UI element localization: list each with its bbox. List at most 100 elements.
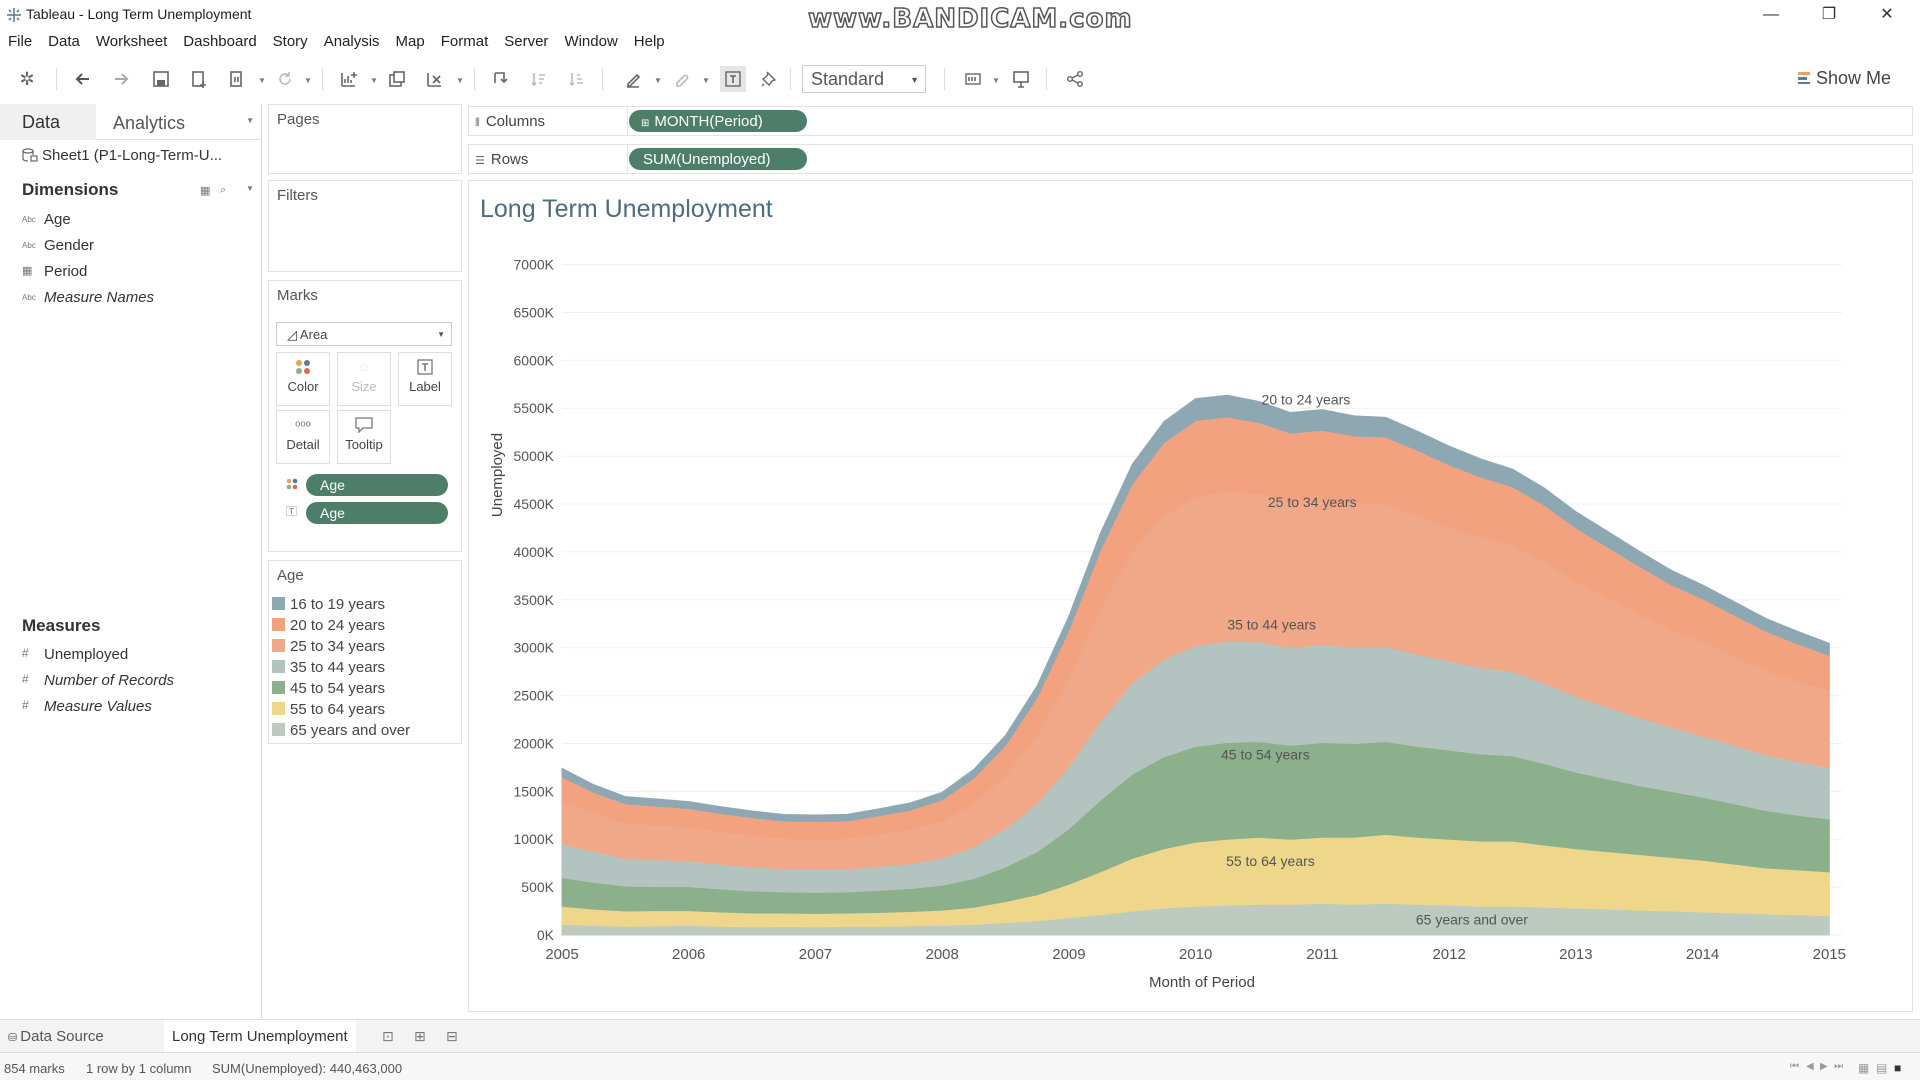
presentation-mode-icon[interactable] bbox=[1008, 66, 1034, 92]
chevron-down-icon[interactable]: ▼ bbox=[258, 76, 266, 85]
swap-rows-columns-icon[interactable] bbox=[488, 66, 514, 92]
label-age-pill[interactable]: Age bbox=[306, 502, 448, 524]
field-number-of-records[interactable]: # Number of Records bbox=[22, 672, 175, 689]
restore-button[interactable]: ❐ bbox=[1821, 6, 1837, 23]
pin-axes-icon[interactable] bbox=[756, 66, 782, 92]
chevron-down-icon[interactable]: ▼ bbox=[654, 76, 662, 85]
pause-updates-icon[interactable] bbox=[224, 66, 250, 92]
mark-type-dropdown[interactable]: ◿ Area ▼ bbox=[276, 322, 452, 346]
menu-format[interactable]: Format bbox=[440, 33, 489, 50]
x-axis-title: Month of Period bbox=[1149, 974, 1255, 991]
chevron-down-icon[interactable]: ▼ bbox=[370, 76, 378, 85]
fit-dropdown[interactable]: Standard ▼ bbox=[802, 65, 926, 93]
menu-story[interactable]: Story bbox=[272, 33, 308, 50]
month-period-pill[interactable]: ⊞ MONTH(Period) bbox=[629, 110, 807, 132]
legend-item[interactable]: 55 to 64 years bbox=[272, 701, 385, 718]
next-page-icon[interactable]: ▶ bbox=[1820, 1061, 1828, 1072]
menu-dashboard[interactable]: Dashboard bbox=[183, 33, 257, 50]
sheet-sorter-icon[interactable]: ▦ bbox=[1858, 1061, 1870, 1075]
legend-item[interactable]: 25 to 34 years bbox=[272, 638, 385, 655]
show-cards-icon[interactable] bbox=[960, 66, 986, 92]
field-period[interactable]: ▦ Period bbox=[22, 263, 88, 280]
search-icon[interactable]: ⌕ bbox=[220, 184, 227, 196]
field-measure-values[interactable]: # Measure Values bbox=[22, 698, 152, 715]
color-button[interactable]: Color bbox=[276, 352, 330, 406]
menu-help[interactable]: Help bbox=[633, 33, 665, 50]
size-icon: ◌ bbox=[359, 359, 369, 375]
clear-sheet-icon[interactable] bbox=[422, 66, 448, 92]
expand-icon[interactable]: ⊞ bbox=[641, 118, 650, 129]
undo-icon[interactable] bbox=[70, 66, 96, 92]
legend-swatch bbox=[272, 723, 285, 736]
tabs-view-icon[interactable]: ■ bbox=[1894, 1061, 1902, 1075]
new-dashboard-tab-icon[interactable]: ⊞ bbox=[414, 1028, 426, 1044]
worksheet-tab[interactable]: Long Term Unemployment bbox=[164, 1020, 356, 1053]
sum-unemployed-pill[interactable]: SUM(Unemployed) bbox=[629, 148, 807, 170]
chevron-down-icon[interactable]: ▼ bbox=[246, 184, 254, 193]
show-me-button[interactable]: Show Me bbox=[1797, 68, 1891, 89]
new-worksheet-tab-icon[interactable]: ⊡ bbox=[382, 1028, 394, 1044]
legend-item[interactable]: 35 to 44 years bbox=[272, 659, 385, 676]
redo-icon[interactable] bbox=[108, 66, 134, 92]
legend-item[interactable]: 45 to 54 years bbox=[272, 680, 385, 697]
label-button[interactable]: Label bbox=[398, 352, 452, 406]
data-source-label: Sheet1 (P1-Long-Term-U... bbox=[42, 147, 223, 164]
menu-data[interactable]: Data bbox=[48, 33, 80, 50]
legend-item[interactable]: 16 to 19 years bbox=[272, 596, 385, 613]
share-icon[interactable] bbox=[1062, 66, 1088, 92]
field-measure-names[interactable]: Abc Measure Names bbox=[22, 289, 155, 306]
data-source-tab[interactable]: ⛁ Data Source bbox=[8, 1028, 104, 1045]
color-age-pill[interactable]: Age bbox=[306, 474, 448, 496]
field-unemployed[interactable]: # Unemployed bbox=[22, 646, 129, 663]
show-mark-labels-icon[interactable] bbox=[720, 66, 746, 92]
previous-page-icon[interactable]: ◀ bbox=[1806, 1061, 1814, 1072]
data-source-item[interactable]: Sheet1 (P1-Long-Term-U... bbox=[22, 147, 222, 164]
first-page-icon[interactable]: ⏮ bbox=[1790, 1061, 1799, 1072]
legend-item[interactable]: 65 years and over bbox=[272, 722, 410, 739]
field-age[interactable]: Abc Age bbox=[22, 211, 71, 228]
area-chart[interactable]: 0K 500K 1000K 1500K 2000K 2500K 3000K 3500K 4000… bbox=[468, 240, 1908, 1010]
filmstrip-icon[interactable]: ▤ bbox=[1876, 1061, 1888, 1075]
new-worksheet-icon[interactable] bbox=[336, 66, 362, 92]
worksheet-title[interactable]: Long Term Unemployment bbox=[480, 195, 773, 223]
view-options-icon[interactable]: ▦ bbox=[200, 185, 211, 197]
x-tick-label: 2006 bbox=[672, 946, 705, 963]
refresh-icon[interactable] bbox=[272, 66, 298, 92]
new-data-source-icon[interactable] bbox=[186, 66, 212, 92]
rows-label: ☰ Rows bbox=[475, 151, 529, 168]
tableau-home-icon[interactable]: ✲ bbox=[19, 68, 35, 89]
x-tick-label: 2007 bbox=[799, 946, 832, 963]
chevron-down-icon[interactable]: ▼ bbox=[304, 76, 312, 85]
group-members-icon[interactable] bbox=[668, 66, 694, 92]
size-button[interactable]: ◌ Size bbox=[337, 352, 391, 406]
menu-analysis[interactable]: Analysis bbox=[323, 33, 380, 50]
minimize-button[interactable]: — bbox=[1763, 6, 1779, 23]
legend-item[interactable]: 20 to 24 years bbox=[272, 617, 385, 634]
field-gender[interactable]: Abc Gender bbox=[22, 237, 95, 254]
last-page-icon[interactable]: ⏭ bbox=[1834, 1061, 1843, 1072]
tooltip-button[interactable]: Tooltip bbox=[337, 410, 391, 464]
chevron-down-icon[interactable]: ▼ bbox=[992, 76, 1000, 85]
menu-server[interactable]: Server bbox=[504, 33, 549, 50]
area-series-16-to-19-years bbox=[561, 394, 1830, 823]
menu-window[interactable]: Window bbox=[564, 33, 618, 50]
tab-data[interactable]: Data bbox=[0, 104, 96, 140]
sort-descending-icon[interactable] bbox=[564, 66, 590, 92]
chevron-down-icon[interactable]: ▼ bbox=[702, 76, 710, 85]
pages-shelf[interactable]: Pages bbox=[268, 104, 462, 174]
duplicate-sheet-icon[interactable] bbox=[384, 66, 410, 92]
menu-map[interactable]: Map bbox=[395, 33, 425, 50]
save-icon[interactable] bbox=[148, 66, 174, 92]
area-label: 55 to 64 years bbox=[1226, 853, 1315, 869]
menu-worksheet[interactable]: Worksheet bbox=[95, 33, 168, 50]
highlight-icon[interactable] bbox=[620, 66, 646, 92]
sort-ascending-icon[interactable] bbox=[526, 66, 552, 92]
chevron-down-icon[interactable]: ▼ bbox=[246, 116, 254, 125]
chevron-down-icon[interactable]: ▼ bbox=[456, 76, 464, 85]
close-button[interactable]: ✕ bbox=[1880, 6, 1894, 23]
detail-button[interactable]: ᵒᵒᵒ Detail bbox=[276, 410, 330, 464]
tab-analytics[interactable]: Analytics ▼ bbox=[96, 104, 262, 140]
menu-file[interactable]: File bbox=[8, 33, 33, 50]
new-story-tab-icon[interactable]: ⊟ bbox=[446, 1028, 458, 1044]
filters-shelf[interactable]: Filters bbox=[268, 180, 462, 272]
